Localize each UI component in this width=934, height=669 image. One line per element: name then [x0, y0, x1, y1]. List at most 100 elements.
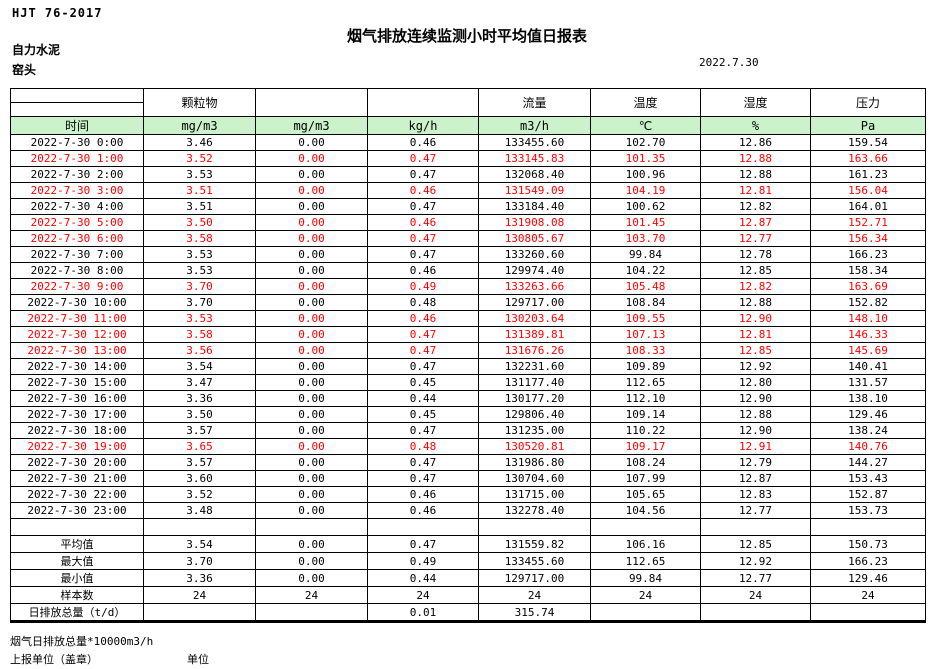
- header-blank-cell-2: [10, 102, 144, 117]
- cell-value: 100.96: [590, 166, 701, 183]
- cell-value: 156.04: [810, 182, 926, 199]
- spacer-section: [10, 518, 926, 536]
- cell-value: 12.82: [700, 198, 811, 215]
- cell-value: [143, 603, 256, 623]
- header-time: 时间: [10, 116, 144, 135]
- cell-value: 109.55: [590, 310, 701, 327]
- cell-value: 3.51: [143, 182, 256, 199]
- cell-time: 2022-7-30 1:00: [10, 150, 144, 167]
- cell-value: 12.88: [700, 406, 811, 423]
- header-humidity: 湿度: [700, 88, 811, 117]
- unit-mgm3-2: mg/m3: [255, 116, 368, 135]
- cell-value: 0.47: [367, 246, 479, 263]
- cell-value: 104.56: [590, 502, 701, 519]
- cell-value: 0.00: [255, 150, 368, 167]
- summary-row: 最小值 3.36 0.00 0.44 129717.00 99.84 12.77 129.46: [10, 569, 926, 587]
- cell-time: 2022-7-30 12:00: [10, 326, 144, 343]
- cell-value: 12.87: [700, 470, 811, 487]
- cell-summary-label: 样本数: [10, 586, 144, 604]
- cell-value: 163.69: [810, 278, 926, 295]
- cell-value: 140.41: [810, 358, 926, 375]
- cell-value: 0.00: [255, 454, 368, 471]
- header-pressure: 压力: [810, 88, 926, 117]
- table-row: 2022-7-30 8:00 3.53 0.00 0.46 129974.40 104.2…: [10, 262, 926, 279]
- cell-value: 159.54: [810, 134, 926, 151]
- cell-value: 163.66: [810, 150, 926, 167]
- cell-value: 0.46: [367, 310, 479, 327]
- cell-value: 12.88: [700, 294, 811, 311]
- table-row: 2022-7-30 23:00 3.48 0.00 0.46 132278.40 104.…: [10, 502, 926, 519]
- cell-value: 0.00: [255, 569, 368, 587]
- cell-value: 133263.66: [478, 278, 591, 295]
- cell-time: 2022-7-30 15:00: [10, 374, 144, 391]
- cell-value: 0.00: [255, 166, 368, 183]
- cell-time: 2022-7-30 14:00: [10, 358, 144, 375]
- cell-value: 12.83: [700, 486, 811, 503]
- cell-value: 3.58: [143, 230, 256, 247]
- cell-value: 12.79: [700, 454, 811, 471]
- unit-label: 单位: [187, 653, 209, 666]
- unit-header-row: 时间 mg/m3 mg/m3 kg/h m3/h ℃ % Pa: [10, 116, 926, 135]
- cell-value: 100.62: [590, 198, 701, 215]
- unit-kgh: kg/h: [367, 116, 479, 135]
- cell-value: 3.56: [143, 342, 256, 359]
- cell-value: 0.00: [255, 342, 368, 359]
- unit-mgm3-1: mg/m3: [143, 116, 256, 135]
- cell-summary-label: 最大值: [10, 552, 144, 570]
- cell-value: 148.10: [810, 310, 926, 327]
- cell-value: [590, 603, 701, 623]
- cell-value: 129974.40: [478, 262, 591, 279]
- cell-value: 3.70: [143, 278, 256, 295]
- cell-value: 104.19: [590, 182, 701, 199]
- cell-value: 0.00: [255, 326, 368, 343]
- cell-value: 105.48: [590, 278, 701, 295]
- cell-value: 12.80: [700, 374, 811, 391]
- cell-value: 129.46: [810, 406, 926, 423]
- cell-time: 2022-7-30 16:00: [10, 390, 144, 407]
- cell-value: 3.70: [143, 552, 256, 570]
- unit-m3h: m3/h: [478, 116, 591, 135]
- unit-pa: Pa: [810, 116, 926, 135]
- cell-value: 0.46: [367, 134, 479, 151]
- cell-value: 131389.81: [478, 326, 591, 343]
- summary-row: 样本数 24 24 24 24 24 24 24: [10, 586, 926, 604]
- cell-summary-label: 平均值: [10, 535, 144, 553]
- header-blank-cell: [10, 88, 144, 103]
- table-row: 2022-7-30 13:00 3.56 0.00 0.47 131676.26 108.…: [10, 342, 926, 359]
- header-blank-2: [255, 88, 368, 117]
- cell-value: 12.88: [700, 166, 811, 183]
- cell-value: 0.46: [367, 502, 479, 519]
- cell-value: 0.49: [367, 278, 479, 295]
- cell-value: 131986.80: [478, 454, 591, 471]
- cell-value: 0.00: [255, 230, 368, 247]
- cell-value: 0.47: [367, 342, 479, 359]
- cell-value: 0.00: [255, 535, 368, 553]
- station-name: 窑头: [12, 63, 37, 77]
- cell-value: 0.46: [367, 214, 479, 231]
- cell-value: 101.45: [590, 214, 701, 231]
- cell-value: 0.47: [367, 535, 479, 553]
- cell-value: 0.00: [255, 406, 368, 423]
- cell-value: 102.70: [590, 134, 701, 151]
- cell-value: 130704.60: [478, 470, 591, 487]
- header-flow: 流量: [478, 88, 591, 117]
- cell-value: 131676.26: [478, 342, 591, 359]
- table-row: 2022-7-30 1:00 3.52 0.00 0.47 133145.83 101.3…: [10, 150, 926, 167]
- summary-row: 平均值 3.54 0.00 0.47 131559.82 106.16 12.85 150.7…: [10, 535, 926, 553]
- cell-value: 138.10: [810, 390, 926, 407]
- cell-value: 3.36: [143, 390, 256, 407]
- table-row: 2022-7-30 2:00 3.53 0.00 0.47 132068.40 100.9…: [10, 166, 926, 183]
- cell-time: 2022-7-30 22:00: [10, 486, 144, 503]
- cell-value: 12.88: [700, 150, 811, 167]
- cell-value: 12.90: [700, 310, 811, 327]
- cell-value: 0.00: [255, 278, 368, 295]
- cell-value: 0.00: [255, 374, 368, 391]
- hourly-rows: 2022-7-30 0:00 3.46 0.00 0.46 133455.60 102.7…: [10, 134, 926, 519]
- cell-value: 24: [367, 586, 479, 604]
- cell-value: 164.01: [810, 198, 926, 215]
- cell-value: 109.14: [590, 406, 701, 423]
- cell-time: 2022-7-30 18:00: [10, 422, 144, 439]
- cell-value: 24: [590, 586, 701, 604]
- cell-time: 2022-7-30 23:00: [10, 502, 144, 519]
- cell-value: 129717.00: [478, 294, 591, 311]
